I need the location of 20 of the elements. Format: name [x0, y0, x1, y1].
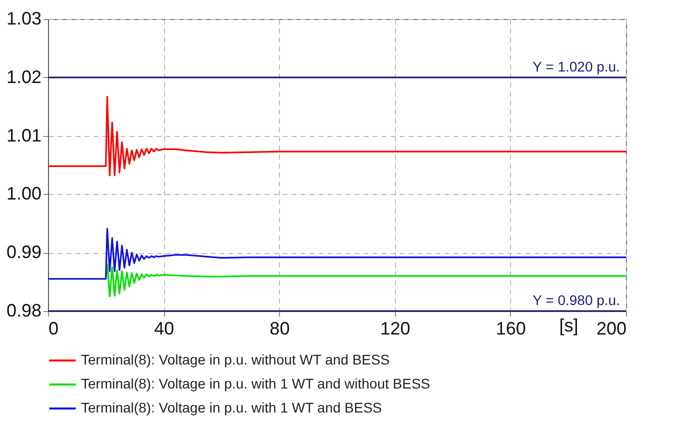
ref-line-label: Y = 0.980 p.u.: [532, 292, 620, 308]
legend-label: Terminal(8): Voltage in p.u. without WT and BESS: [81, 352, 390, 368]
x-tick-label: 200: [596, 318, 626, 338]
x-tick-label: 40: [154, 318, 174, 338]
y-tick-label: 1.01: [6, 125, 42, 146]
x-axis-title: [s]: [559, 316, 578, 336]
ref-line-label: Y = 1.020 p.u.: [532, 58, 620, 74]
legend-label: Terminal(8): Voltage in p.u. with 1 WT and without BESS: [81, 376, 430, 392]
y-tick-label: 0.98: [6, 300, 42, 320]
legend-label: Terminal(8): Voltage in p.u. with 1 WT and BESS: [81, 400, 382, 416]
x-tick-label: 160: [496, 318, 526, 338]
line-series: [47, 228, 627, 280]
line-series: [47, 96, 627, 176]
y-tick-label: 1.02: [6, 66, 42, 87]
y-tick-label: 0.99: [6, 242, 42, 262]
x-tick-label: 80: [270, 318, 290, 338]
x-tick-label: 0: [48, 318, 59, 338]
x-tick-label: 120: [380, 318, 410, 338]
y-tick-label: 1.03: [6, 8, 42, 28]
y-tick-label: 1.00: [6, 184, 42, 204]
